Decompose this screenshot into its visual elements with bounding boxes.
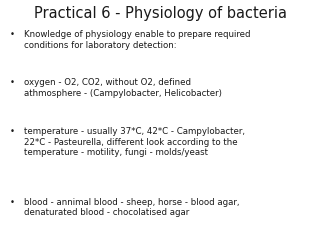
Text: •: • (10, 78, 15, 87)
Text: Knowledge of physiology enable to prepare required
conditions for laboratory det: Knowledge of physiology enable to prepar… (24, 30, 251, 50)
Text: temperature - usually 37*C, 42*C - Campylobacter,
22*C - Pasteurella, different : temperature - usually 37*C, 42*C - Campy… (24, 127, 245, 157)
Text: •: • (10, 127, 15, 136)
Text: •: • (10, 30, 15, 39)
Text: oxygen - O2, CO2, without O2, defined
athmosphere - (Campylobacter, Helicobacter: oxygen - O2, CO2, without O2, defined at… (24, 78, 222, 98)
Text: blood - annimal blood - sheep, horse - blood agar,
denaturated blood - chocolati: blood - annimal blood - sheep, horse - b… (24, 198, 239, 217)
Text: •: • (10, 198, 15, 206)
Text: Practical 6 - Physiology of bacteria: Practical 6 - Physiology of bacteria (34, 6, 286, 21)
